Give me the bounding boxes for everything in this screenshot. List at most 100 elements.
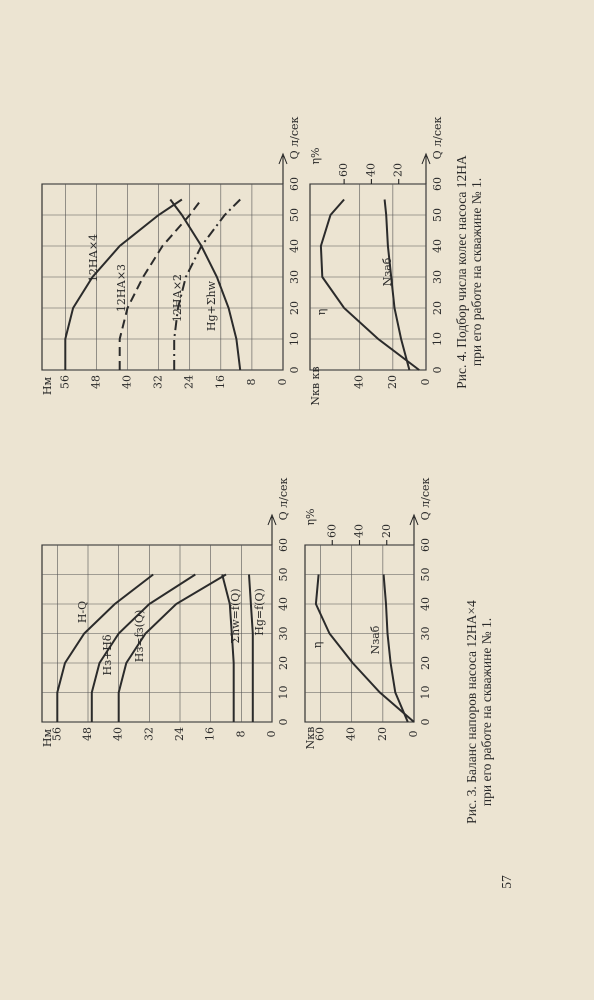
x-tick-label: 20	[288, 301, 301, 315]
x-tick-label: 0	[288, 367, 301, 374]
x-tick-label: 10	[419, 686, 432, 700]
q-axis-arrow	[409, 513, 419, 526]
curve	[56, 573, 154, 722]
x-tick-label: 20	[277, 656, 290, 670]
x-tick-label: 50	[288, 208, 301, 222]
y-tick-label: 56	[58, 375, 71, 389]
x-tick-label: 10	[277, 686, 290, 700]
curve-label: 12НА×3	[115, 264, 128, 312]
curve	[382, 574, 409, 723]
curve-label: η	[311, 642, 324, 649]
curve-label: Hg+Σhw	[205, 280, 218, 331]
y-tick-label: 24	[183, 375, 196, 389]
curve	[319, 198, 420, 371]
y-tick-label: 16	[204, 727, 217, 741]
y-axis-label: Nкв	[304, 727, 317, 750]
y-tick-label: 20	[376, 727, 389, 741]
x-tick-label: 40	[277, 597, 290, 611]
curve-label: Hg=f(Q)	[253, 588, 266, 636]
x-tick-label: 40	[431, 239, 444, 253]
x-tick-label: 10	[288, 332, 301, 346]
curve-label: Σhw=f(Q)	[229, 588, 242, 643]
figure-caption: при его работе на скважине № 1.	[469, 178, 484, 366]
y-tick-label: 40	[345, 727, 358, 741]
y-tick-label: 40	[353, 375, 366, 389]
figure-caption: Рис. 4. Подбор числа колес насоса 12НА	[454, 155, 469, 389]
x-tick-label: 40	[419, 597, 432, 611]
x-axis-label: Q л/сек	[288, 117, 301, 160]
curve	[248, 574, 254, 722]
y-tick-label: 48	[89, 375, 102, 389]
x-tick-label: 50	[277, 568, 290, 582]
y-tick-label: 20	[386, 375, 399, 389]
y-tick-label: 60	[314, 727, 327, 741]
y-axis-label: Hм	[41, 728, 54, 747]
y-tick-label: 0	[276, 379, 289, 386]
x-tick-label: 30	[277, 627, 290, 641]
x-axis-label: Q л/сек	[277, 478, 290, 521]
x-tick-label: 60	[277, 538, 290, 552]
curve-label: 12НА×4	[87, 234, 100, 282]
curve-label: Nзаб	[369, 625, 382, 654]
x-tick-label: 20	[431, 301, 444, 315]
x-tick-label: 10	[431, 332, 444, 346]
x-tick-label: 0	[419, 719, 432, 726]
y-tick-label: 16	[214, 375, 227, 389]
y-axis-label: Hм	[41, 376, 54, 395]
y-tick-label: 32	[152, 375, 165, 389]
y2-tick-label: 40	[364, 163, 377, 177]
curve	[169, 198, 242, 371]
y2-axis-label: η%	[309, 147, 322, 164]
y2-axis-label: η%	[304, 508, 317, 525]
x-tick-label: 20	[419, 656, 432, 670]
y2-tick-label: 60	[325, 524, 338, 538]
curve-label: Nзаб	[381, 257, 394, 286]
x-tick-label: 40	[288, 239, 301, 253]
curve-label: 12НА×2	[171, 274, 184, 322]
y-axis-label: Nкв кв	[309, 366, 322, 405]
y-tick-label: 48	[81, 727, 94, 741]
q-axis-arrow	[278, 152, 288, 165]
y-tick-label: 40	[112, 727, 125, 741]
x-tick-label: 30	[431, 270, 444, 284]
x-tick-label: 60	[288, 177, 301, 191]
figure-caption: Рис. 3. Баланс напоров насоса 12НА×4	[464, 600, 479, 824]
x-tick-label: 60	[419, 538, 432, 552]
y2-tick-label: 60	[337, 163, 350, 177]
x-tick-label: 30	[419, 627, 432, 641]
y2-tick-label: 20	[392, 163, 405, 177]
x-tick-label: 60	[431, 177, 444, 191]
figure-caption: при его работе на скважине № 1.	[479, 618, 494, 806]
x-tick-label: 0	[277, 719, 290, 726]
y-tick-label: 56	[50, 727, 63, 741]
x-tick-label: 50	[419, 568, 432, 582]
q-axis-arrow	[267, 513, 277, 526]
y-tick-label: 40	[121, 375, 134, 389]
y-tick-label: 0	[419, 379, 432, 386]
curve-label: η	[315, 309, 328, 316]
curve	[221, 574, 235, 722]
y-tick-label: 0	[407, 731, 420, 738]
curve-label: Hз+Hδ	[101, 634, 114, 675]
curve-label: Hз=fз(Q)	[133, 610, 146, 662]
y-tick-label: 24	[173, 727, 186, 741]
y-tick-label: 32	[142, 727, 155, 741]
curve	[64, 198, 183, 370]
x-tick-label: 0	[431, 367, 444, 374]
curve	[383, 199, 411, 371]
y2-tick-label: 20	[380, 524, 393, 538]
page-number: 57	[499, 875, 514, 889]
y-tick-label: 8	[245, 379, 258, 386]
x-axis-label: Q л/сек	[419, 478, 432, 521]
x-tick-label: 30	[288, 270, 301, 284]
x-axis-label: Q л/сек	[431, 117, 444, 160]
curve	[90, 573, 196, 722]
q-axis-arrow	[421, 152, 431, 165]
x-tick-label: 50	[431, 208, 444, 222]
y2-tick-label: 40	[353, 524, 366, 538]
curve	[314, 574, 415, 723]
curve	[118, 198, 203, 370]
y-tick-label: 0	[265, 731, 278, 738]
